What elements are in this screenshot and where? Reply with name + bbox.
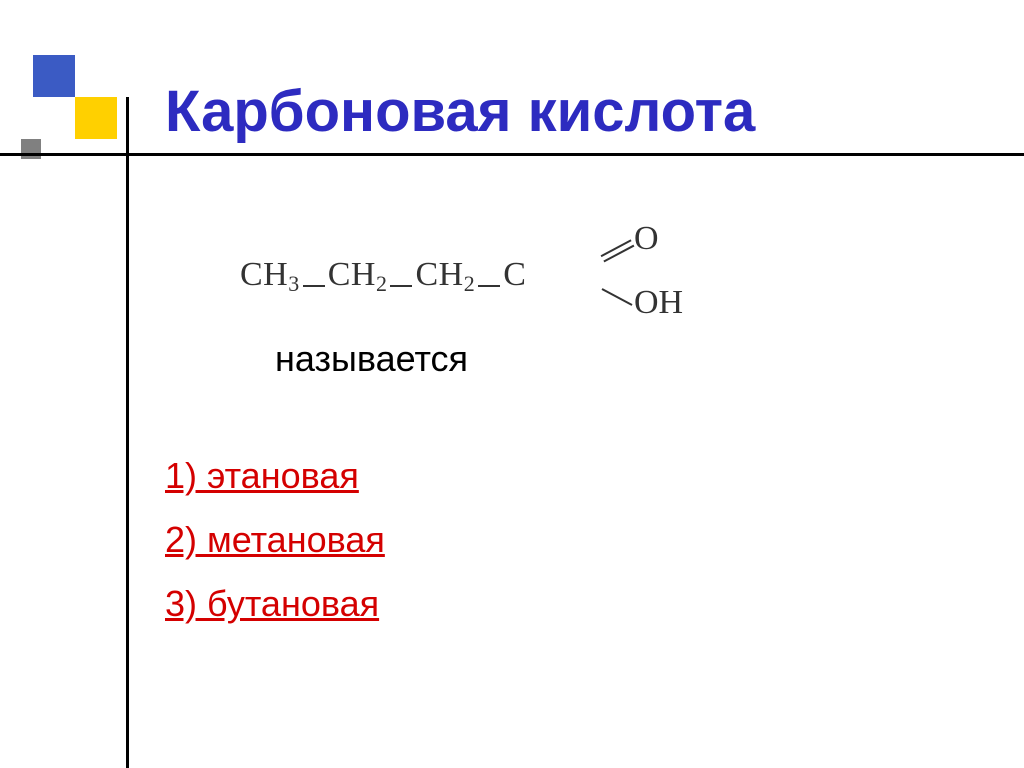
formula-ch2b-sub: 2 bbox=[464, 271, 476, 296]
deco-square-yellow bbox=[75, 97, 117, 139]
deco-line-horizontal bbox=[0, 153, 1024, 156]
option-2[interactable]: 2) метановая bbox=[165, 519, 385, 561]
formula-ch3-sub: 3 bbox=[288, 271, 300, 296]
formula-single-bond bbox=[602, 288, 633, 306]
formula-double-bond bbox=[602, 242, 632, 258]
formula-chain: CH3CH2CH2C bbox=[240, 256, 526, 297]
deco-square-gray bbox=[21, 139, 41, 159]
formula-ch3-c: CH bbox=[240, 256, 288, 293]
deco-square-blue bbox=[33, 55, 75, 97]
option-3[interactable]: 3) бутановая bbox=[165, 583, 385, 625]
formula-ch2a-sub: 2 bbox=[376, 271, 388, 296]
formula-c: C bbox=[503, 256, 526, 293]
chemical-formula: CH3CH2CH2C O OH bbox=[240, 218, 760, 328]
option-1[interactable]: 1) этановая bbox=[165, 455, 385, 497]
formula-ch2a-c: CH bbox=[328, 256, 376, 293]
deco-line-vertical bbox=[126, 97, 129, 768]
slide-title: Карбоновая кислота bbox=[165, 78, 755, 145]
formula-oxygen-top: O bbox=[634, 220, 659, 258]
answer-options: 1) этановая 2) метановая 3) бутановая bbox=[165, 455, 385, 647]
formula-ch2b-c: CH bbox=[415, 256, 463, 293]
formula-oh: OH bbox=[634, 284, 683, 322]
question-label: называется bbox=[275, 338, 468, 380]
